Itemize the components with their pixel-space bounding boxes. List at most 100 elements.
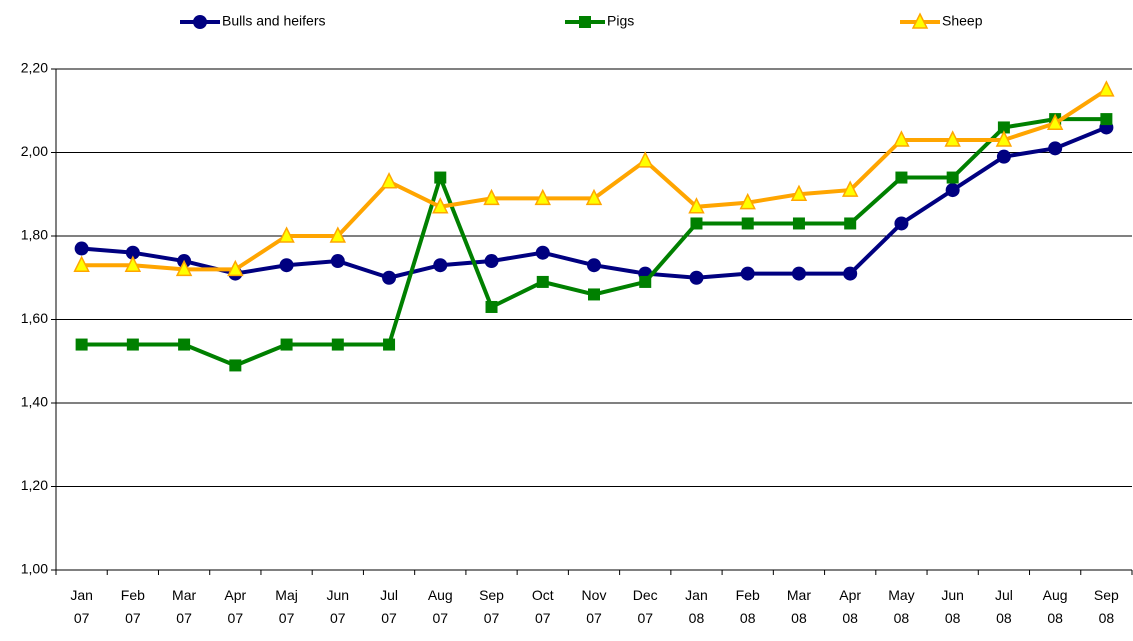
point bbox=[331, 338, 344, 351]
legend-label: Sheep bbox=[942, 13, 983, 29]
point bbox=[945, 183, 960, 198]
point bbox=[843, 266, 858, 281]
point bbox=[739, 192, 756, 210]
y-tick-label: 1,60 bbox=[21, 310, 48, 326]
legend-item: Pigs bbox=[565, 13, 634, 29]
x-tick-label-line: 08 bbox=[945, 610, 961, 626]
legend-item: Bulls and heifers bbox=[180, 13, 326, 29]
point bbox=[432, 197, 449, 214]
x-tick-label-line: Jul bbox=[995, 587, 1013, 603]
x-tick-label-line: 08 bbox=[689, 610, 705, 626]
x-tick-label: Feb 07 bbox=[121, 587, 145, 626]
point bbox=[193, 15, 207, 29]
point bbox=[434, 171, 447, 184]
x-tick-label-line: 07 bbox=[279, 610, 295, 626]
point bbox=[894, 216, 909, 231]
y-tick-label: 1,00 bbox=[21, 561, 48, 577]
x-tick-label: Jan 08 bbox=[685, 587, 708, 626]
point bbox=[944, 130, 961, 147]
point bbox=[689, 270, 704, 285]
point bbox=[126, 338, 139, 351]
x-tick-label: Jul 08 bbox=[995, 587, 1013, 626]
y-tick-label: 2,00 bbox=[21, 143, 48, 159]
x-tick-label-line: Apr bbox=[224, 587, 246, 603]
x-tick-label: Jan 07 bbox=[70, 587, 93, 626]
point bbox=[579, 16, 591, 28]
x-tick-label-line: Dec bbox=[633, 587, 658, 603]
point bbox=[329, 226, 347, 243]
point bbox=[639, 275, 652, 288]
point bbox=[534, 188, 551, 206]
x-tick-label-line: 07 bbox=[381, 610, 397, 626]
point bbox=[740, 266, 755, 281]
x-tick-label: Oct 07 bbox=[532, 587, 554, 626]
x-tick-label-line: 07 bbox=[228, 610, 244, 626]
x-tick-label-line: May bbox=[888, 587, 914, 603]
point bbox=[1046, 113, 1064, 131]
point bbox=[792, 217, 805, 230]
point bbox=[75, 338, 88, 351]
x-tick-label-line: Jan bbox=[685, 587, 708, 603]
x-tick-label-line: Apr bbox=[839, 587, 861, 603]
point bbox=[380, 172, 398, 189]
x-tick-label: Apr 07 bbox=[224, 587, 246, 626]
x-tick-label-line: 08 bbox=[996, 610, 1012, 626]
x-tick-label: Sep 08 bbox=[1094, 587, 1119, 626]
x-tick-label: Mar 08 bbox=[787, 587, 811, 626]
point bbox=[535, 245, 550, 260]
y-tick-label: 1,20 bbox=[21, 477, 48, 493]
point bbox=[125, 245, 140, 260]
point bbox=[74, 241, 89, 256]
x-tick-label: Feb 08 bbox=[736, 587, 760, 626]
point bbox=[279, 258, 294, 273]
x-tick-label-line: 07 bbox=[432, 610, 448, 626]
legend-label: Pigs bbox=[607, 13, 634, 29]
x-tick-label-line: Sep bbox=[479, 587, 504, 603]
x-tick-label-line: 08 bbox=[740, 610, 756, 626]
x-tick-label-line: 07 bbox=[330, 610, 346, 626]
point bbox=[585, 188, 603, 206]
point bbox=[893, 130, 910, 147]
point bbox=[997, 121, 1010, 134]
point bbox=[791, 266, 806, 281]
x-tick-label-line: 07 bbox=[535, 610, 551, 626]
x-tick-label: Maj 07 bbox=[275, 587, 298, 626]
x-tick-label-line: 07 bbox=[176, 610, 192, 626]
x-tick-label-line: 08 bbox=[1099, 610, 1115, 626]
point bbox=[841, 180, 859, 197]
point bbox=[588, 288, 600, 301]
y-tick-label: 1,80 bbox=[21, 227, 48, 243]
x-tick-label-line: Feb bbox=[736, 587, 760, 603]
legend-label: Bulls and heifers bbox=[222, 13, 326, 29]
x-tick-label-line: Feb bbox=[121, 587, 145, 603]
x-tick-label-line: 08 bbox=[1047, 610, 1063, 626]
x-tick-label-line: Nov bbox=[582, 587, 607, 603]
point bbox=[637, 151, 654, 168]
point bbox=[485, 300, 498, 313]
x-tick-label-line: Jul bbox=[380, 587, 398, 603]
point bbox=[895, 171, 908, 184]
point bbox=[175, 259, 193, 277]
point bbox=[946, 171, 959, 184]
x-tick-label: Sep 07 bbox=[479, 587, 504, 626]
x-tick-label-line: 07 bbox=[74, 610, 90, 626]
point bbox=[1100, 113, 1113, 126]
point bbox=[690, 217, 703, 230]
x-tick-label: Nov 07 bbox=[582, 587, 607, 626]
x-tick-label: Aug 07 bbox=[428, 587, 453, 626]
point bbox=[330, 254, 345, 269]
x-tick-label: May 08 bbox=[888, 587, 914, 626]
point bbox=[73, 255, 90, 272]
x-tick-label-line: Jan bbox=[70, 587, 93, 603]
point bbox=[484, 254, 499, 269]
x-tick-label-line: Mar bbox=[787, 587, 811, 603]
series-line bbox=[81, 117, 1107, 368]
x-tick-label-line: Maj bbox=[275, 587, 298, 603]
point bbox=[382, 270, 397, 285]
point bbox=[1048, 141, 1063, 156]
point bbox=[790, 184, 808, 201]
x-tick-label-line: 07 bbox=[637, 610, 653, 626]
point bbox=[1098, 80, 1115, 97]
x-tick-label-line: Sep bbox=[1094, 587, 1119, 603]
